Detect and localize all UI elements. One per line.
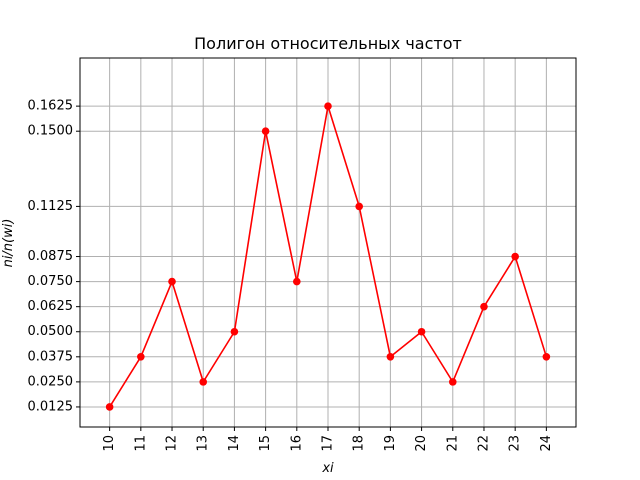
data-point (355, 202, 363, 211)
x-tick-label: 11 (133, 435, 148, 452)
x-tick-label: 22 (476, 435, 491, 452)
data-point (105, 403, 114, 411)
x-tick-label: 14 (227, 435, 242, 452)
data-point (448, 378, 457, 386)
y-tick-label: 0.0375 (28, 349, 74, 364)
y-tick-label: 0.1125 (28, 199, 74, 214)
data-point (199, 378, 208, 386)
y-tick-label: 0.0125 (28, 399, 74, 414)
data-point (417, 327, 426, 336)
x-tick-label: 15 (258, 435, 273, 452)
data-point (480, 302, 488, 311)
x-tick-label: 19 (383, 435, 398, 452)
x-tick-label: 17 (321, 435, 336, 452)
x-tick-label: 20 (414, 435, 429, 452)
x-tick-label: 21 (445, 435, 460, 452)
y-tick-label: 0.0500 (28, 324, 74, 339)
y-tick-label: 0.0625 (28, 299, 74, 314)
data-point (542, 353, 551, 361)
x-axis-label: xi (321, 461, 334, 476)
y-tick-label: 0.0875 (28, 249, 74, 264)
x-tick-label: 13 (196, 435, 211, 452)
data-point (511, 252, 519, 261)
x-axis-ticks: 10 11 12 13 14 15 16 17 18 19 20 21 22 23 24 (102, 427, 554, 452)
data-point (137, 353, 145, 361)
data-point (293, 277, 301, 286)
y-tick-label: 0.1500 (28, 124, 74, 139)
x-tick-label: 16 (289, 435, 304, 452)
x-tick-label: 23 (508, 435, 523, 452)
x-tick-label: 12 (165, 435, 180, 452)
data-point (386, 353, 395, 361)
data-point (261, 127, 270, 135)
y-tick-label: 0.1625 (28, 99, 74, 114)
y-axis-ticks: 0.0125 0.0250 0.0375 0.0500 0.0625 0.0750 0.08… (28, 99, 80, 414)
data-point (324, 102, 332, 110)
data-point (230, 327, 239, 336)
x-tick-label: 24 (539, 435, 554, 452)
x-tick-label: 18 (352, 435, 367, 452)
chart-title: Полигон относительных частот (194, 34, 462, 53)
series-markers (105, 102, 551, 411)
x-tick-label: 10 (102, 435, 117, 452)
y-axis-label: ni/n(wi) (1, 219, 16, 268)
y-tick-label: 0.0750 (28, 274, 74, 289)
data-point (168, 277, 176, 286)
y-tick-label: 0.0250 (28, 374, 74, 389)
